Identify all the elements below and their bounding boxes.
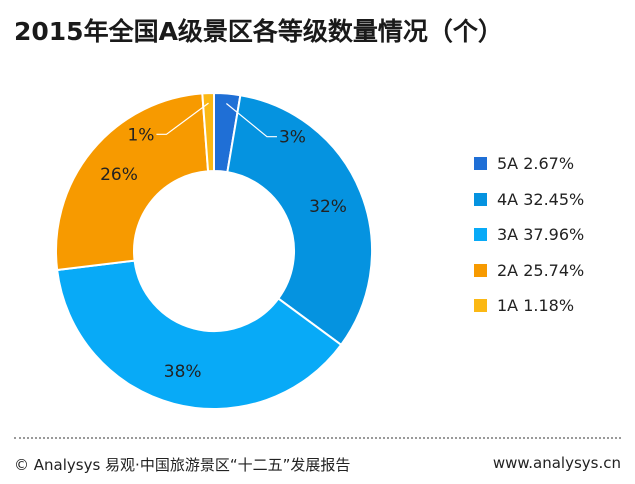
slice-3a	[56, 259, 343, 410]
legend-swatch	[474, 157, 487, 171]
data-label-2a: 26%	[100, 165, 138, 185]
legend-label: 3A 37.96%	[497, 225, 585, 245]
legend-item-3a: 3A 37.96%	[474, 217, 584, 253]
slice-4a	[226, 94, 373, 347]
website-url: www.analysys.cn	[492, 454, 621, 472]
legend: 5A 2.67% 4A 32.45% 3A 37.96% 2A 25.74% 1A 1.…	[474, 146, 584, 324]
leader-line-1a	[156, 102, 209, 135]
data-label-3a: 38%	[164, 362, 202, 382]
legend-swatch	[474, 299, 487, 313]
legend-label: 1A 1.18%	[497, 296, 575, 316]
data-label-4a: 32%	[309, 197, 347, 217]
slice-2a	[55, 92, 210, 272]
legend-swatch	[474, 228, 487, 242]
chart-title: 2015年全国A级景区各等级数量情况（个）	[14, 17, 503, 46]
legend-label: 4A 32.45%	[497, 189, 585, 209]
slice-1a	[201, 91, 215, 173]
legend-swatch	[474, 192, 487, 206]
legend-item-5a: 5A 2.67%	[474, 146, 584, 182]
source-note: © Analysys 易观·中国旅游景区“十二五”发展报告	[14, 456, 351, 474]
legend-item-2a: 2A 25.74%	[474, 253, 584, 289]
legend-swatch	[474, 263, 487, 277]
legend-item-4a: 4A 32.45%	[474, 182, 584, 218]
legend-label: 5A 2.67%	[497, 154, 575, 174]
legend-label: 2A 25.74%	[497, 260, 585, 280]
data-label-1a: 1%	[127, 125, 154, 145]
legend-item-1a: 1A 1.18%	[474, 288, 584, 324]
data-label-5a: 3%	[279, 128, 306, 148]
leader-line-5a	[226, 103, 277, 138]
donut-chart: 3% 32% 38% 26% 1%	[55, 91, 373, 410]
footer-divider	[14, 437, 621, 439]
